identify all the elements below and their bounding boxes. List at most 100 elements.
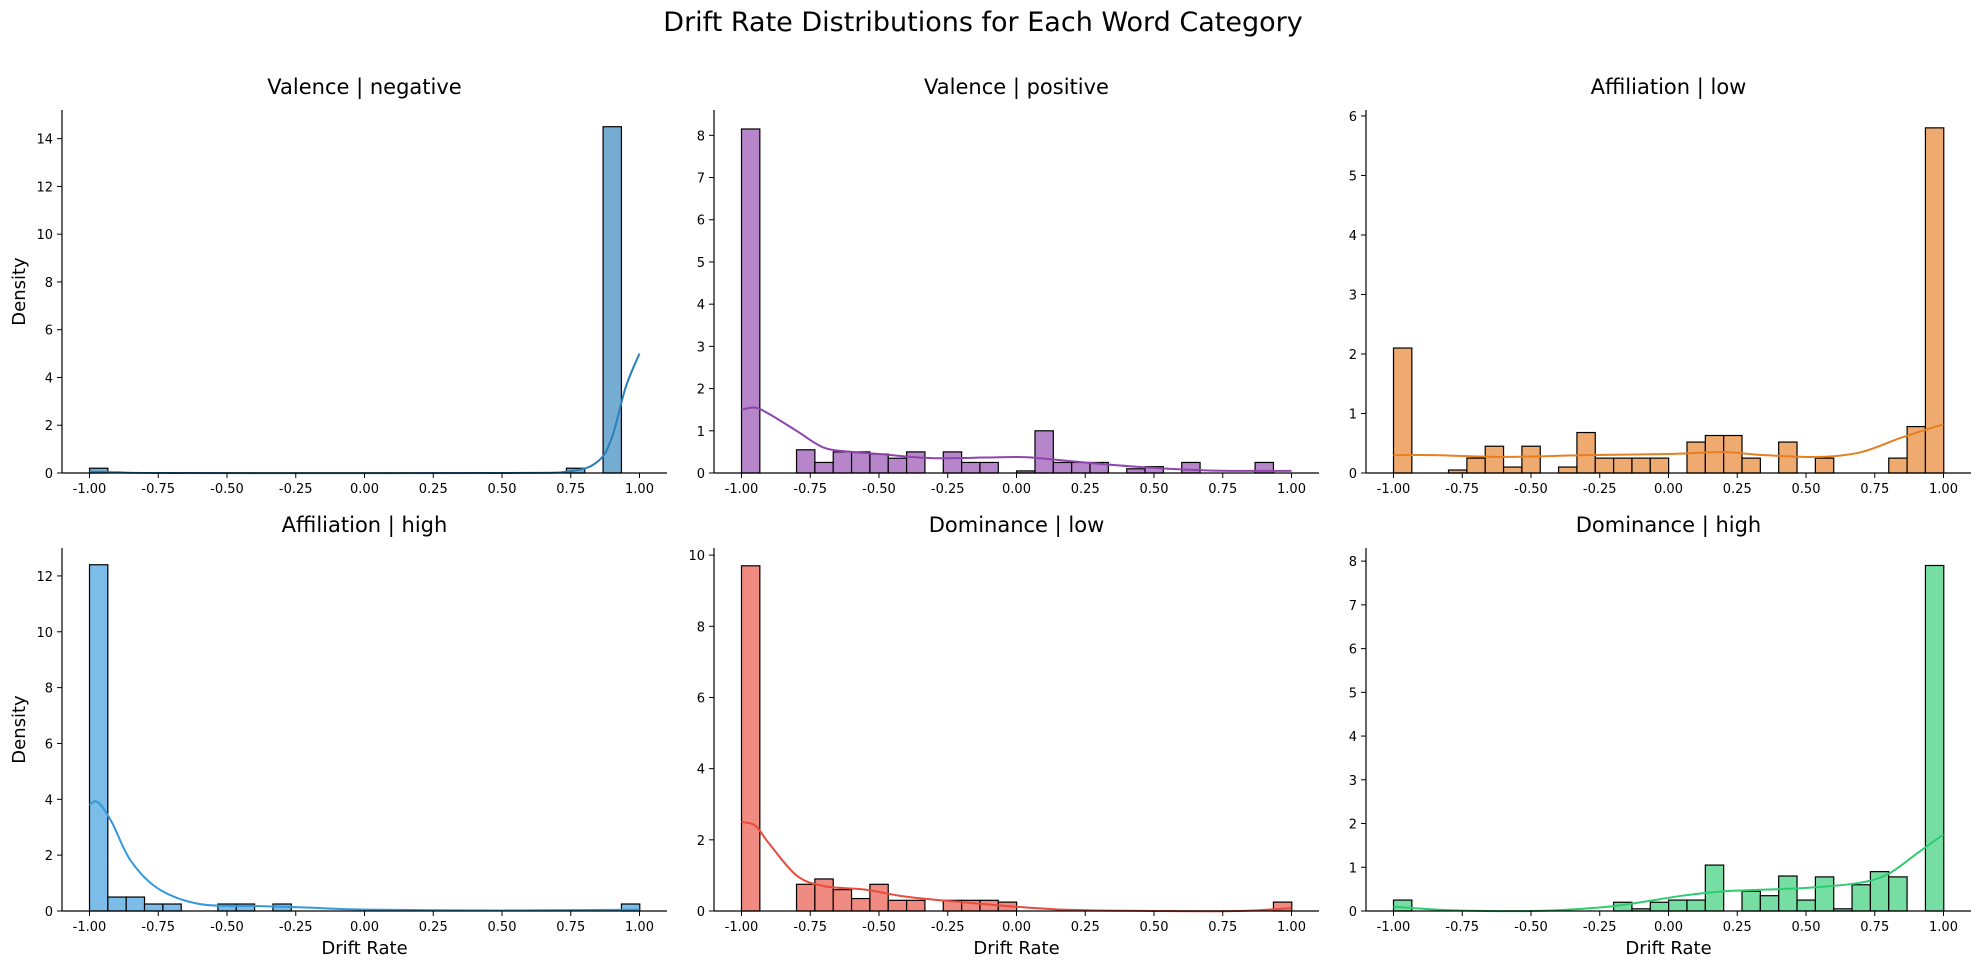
x-tick-label: 0.75	[556, 482, 585, 497]
y-tick-label: 4	[697, 763, 705, 778]
histogram-bar	[1924, 564, 1945, 912]
subplot-3: -1.00 -0.75 -0.50 -0.25 0.00 0.25 0.50 0.75 1.00…	[1349, 75, 1971, 497]
histogram-bar	[1052, 461, 1073, 474]
x-tick-label: -0.25	[279, 482, 313, 497]
subplot-title: Dominance | low	[929, 513, 1105, 538]
histogram-bar	[1594, 457, 1615, 474]
y-tick-label: 12	[36, 180, 53, 195]
y-tick-label: 0	[45, 467, 53, 482]
histogram-bar	[832, 451, 853, 474]
y-tick-label: 0	[697, 467, 705, 482]
x-axis-label: Drift Rate	[1625, 938, 1711, 959]
x-tick-label: 0.75	[1860, 482, 1889, 497]
x-tick-label: -0.75	[141, 920, 175, 935]
x-tick-label: 1.00	[1277, 482, 1306, 497]
x-tick-label: 0.50	[1792, 482, 1821, 497]
y-tick-label: 4	[697, 298, 705, 313]
kde-curve	[741, 406, 1292, 472]
x-tick-label: 0.75	[1208, 920, 1237, 935]
y-tick-label: 8	[1349, 555, 1357, 570]
histogram-bar	[850, 451, 871, 474]
y-tick-label: 0	[1349, 905, 1357, 920]
y-tick-label: 6	[1349, 643, 1357, 658]
x-tick-label: 0.25	[419, 920, 448, 935]
y-tick-label: 5	[697, 256, 705, 271]
y-tick-label: 6	[45, 324, 53, 339]
y-tick-label: 12	[36, 570, 53, 585]
histogram-bar	[1796, 899, 1816, 912]
y-tick-label: 5	[1349, 169, 1357, 184]
histogram-bar	[1631, 457, 1651, 474]
histogram-bar	[814, 461, 834, 474]
y-tick-label: 10	[36, 228, 53, 243]
x-tick-label: -0.50	[1514, 920, 1548, 935]
y-tick-label: 1	[697, 425, 705, 440]
subplot-title: Valence | negative	[267, 75, 461, 100]
y-tick-label: 10	[36, 626, 53, 641]
histogram-bar	[1613, 457, 1633, 474]
y-tick-label: 2	[697, 834, 705, 849]
y-tick-label: 14	[36, 133, 53, 148]
figure-title: Drift Rate Distributions for Each Word C…	[663, 7, 1302, 38]
x-tick-label: 0.50	[1792, 920, 1821, 935]
y-tick-label: 4	[45, 371, 53, 386]
subplot-4: -1.00 -0.75 -0.50 -0.25 0.00 0.25 0.50 0.75 1.00…	[9, 513, 667, 959]
histogram-bar	[1649, 901, 1670, 912]
histogram-bar	[979, 461, 999, 474]
histogram-bar	[1778, 875, 1798, 912]
histogram-bar	[1888, 457, 1908, 474]
x-tick-label: -0.25	[931, 920, 965, 935]
histogram-bar	[832, 889, 853, 912]
histogram-bar	[1484, 445, 1505, 474]
histogram-bar	[125, 896, 146, 912]
y-axis-label: Density	[9, 257, 30, 326]
y-tick-label: 6	[697, 691, 705, 706]
subplot-title: Dominance | high	[1576, 513, 1761, 538]
histogram-bar	[602, 126, 623, 474]
histogram-bar	[869, 453, 889, 474]
x-tick-label: -1.00	[73, 482, 107, 497]
x-tick-label: 1.00	[625, 920, 654, 935]
histogram-bar	[942, 451, 963, 474]
x-tick-label: 0.00	[350, 482, 379, 497]
subplot-2: -1.00 -0.75 -0.50 -0.25 0.00 0.25 0.50 0.75 1.00…	[697, 75, 1319, 497]
x-tick-label: 1.00	[1929, 920, 1958, 935]
y-tick-label: 8	[697, 129, 705, 144]
subplot-title: Valence | positive	[924, 75, 1109, 100]
y-tick-label: 0	[697, 905, 705, 920]
kde-curve	[1393, 423, 1944, 459]
x-tick-label: 0.50	[488, 482, 517, 497]
y-tick-label: 3	[1349, 774, 1357, 789]
x-tick-label: 1.00	[625, 482, 654, 497]
x-tick-label: 0.00	[1002, 482, 1031, 497]
x-tick-label: 0.00	[350, 920, 379, 935]
histogram-bar	[1814, 876, 1835, 912]
y-tick-label: 3	[697, 340, 705, 355]
y-tick-label: 2	[45, 419, 53, 434]
x-tick-label: -0.25	[279, 920, 313, 935]
subplot-title: Affiliation | high	[282, 513, 448, 538]
x-tick-label: -1.00	[73, 920, 107, 935]
histogram-bar	[740, 128, 761, 474]
y-tick-label: 6	[45, 737, 53, 752]
histogram-bar	[1741, 890, 1761, 912]
x-tick-label: -0.75	[1445, 920, 1479, 935]
subplot-title: Affiliation | low	[1591, 75, 1747, 100]
histogram-bar	[1924, 127, 1945, 474]
x-tick-label: -0.50	[862, 482, 896, 497]
histogram-bar	[795, 449, 816, 474]
x-tick-label: 0.25	[419, 482, 448, 497]
x-tick-label: -1.00	[725, 482, 759, 497]
x-tick-label: -0.25	[1583, 920, 1617, 935]
histogram-bar	[1126, 468, 1146, 474]
histogram-bar	[1723, 434, 1743, 474]
x-tick-label: -1.00	[1377, 482, 1411, 497]
y-tick-label: 2	[1349, 818, 1357, 833]
histogram-bar	[1741, 457, 1761, 474]
x-tick-label: 0.25	[1071, 482, 1100, 497]
x-tick-label: 0.75	[1208, 482, 1237, 497]
x-tick-label: -0.50	[1514, 482, 1548, 497]
histogram-bar	[1686, 899, 1706, 912]
histogram-bar	[905, 899, 926, 912]
